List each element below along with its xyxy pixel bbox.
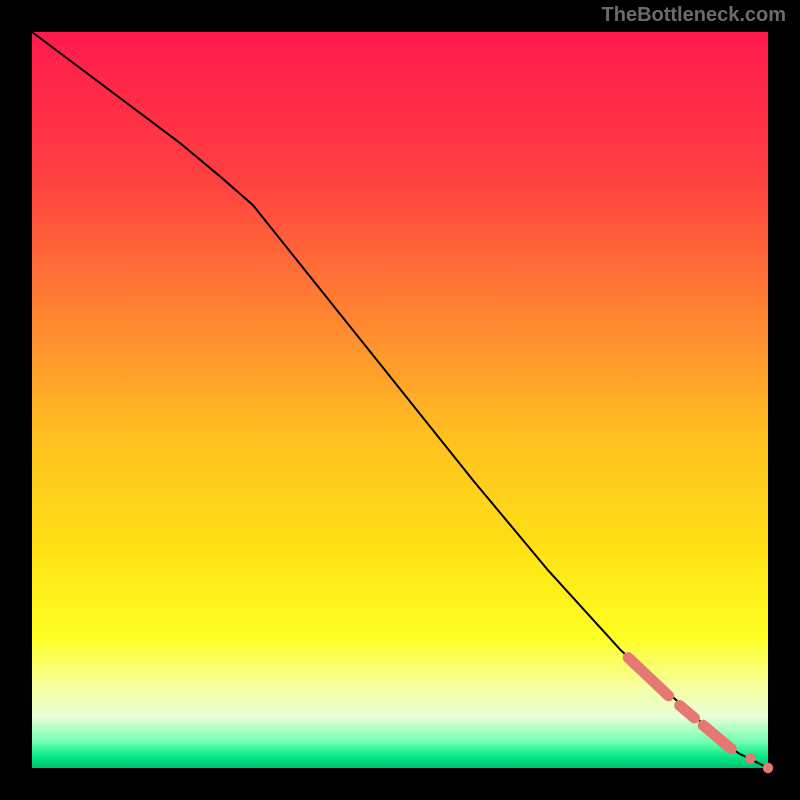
gradient-chart bbox=[0, 0, 800, 800]
watermark-text: TheBottleneck.com bbox=[602, 4, 786, 27]
plot-background bbox=[32, 32, 768, 768]
marker-dot bbox=[745, 753, 755, 763]
marker-dot bbox=[763, 763, 773, 773]
chart-stage: TheBottleneck.com bbox=[0, 0, 800, 800]
